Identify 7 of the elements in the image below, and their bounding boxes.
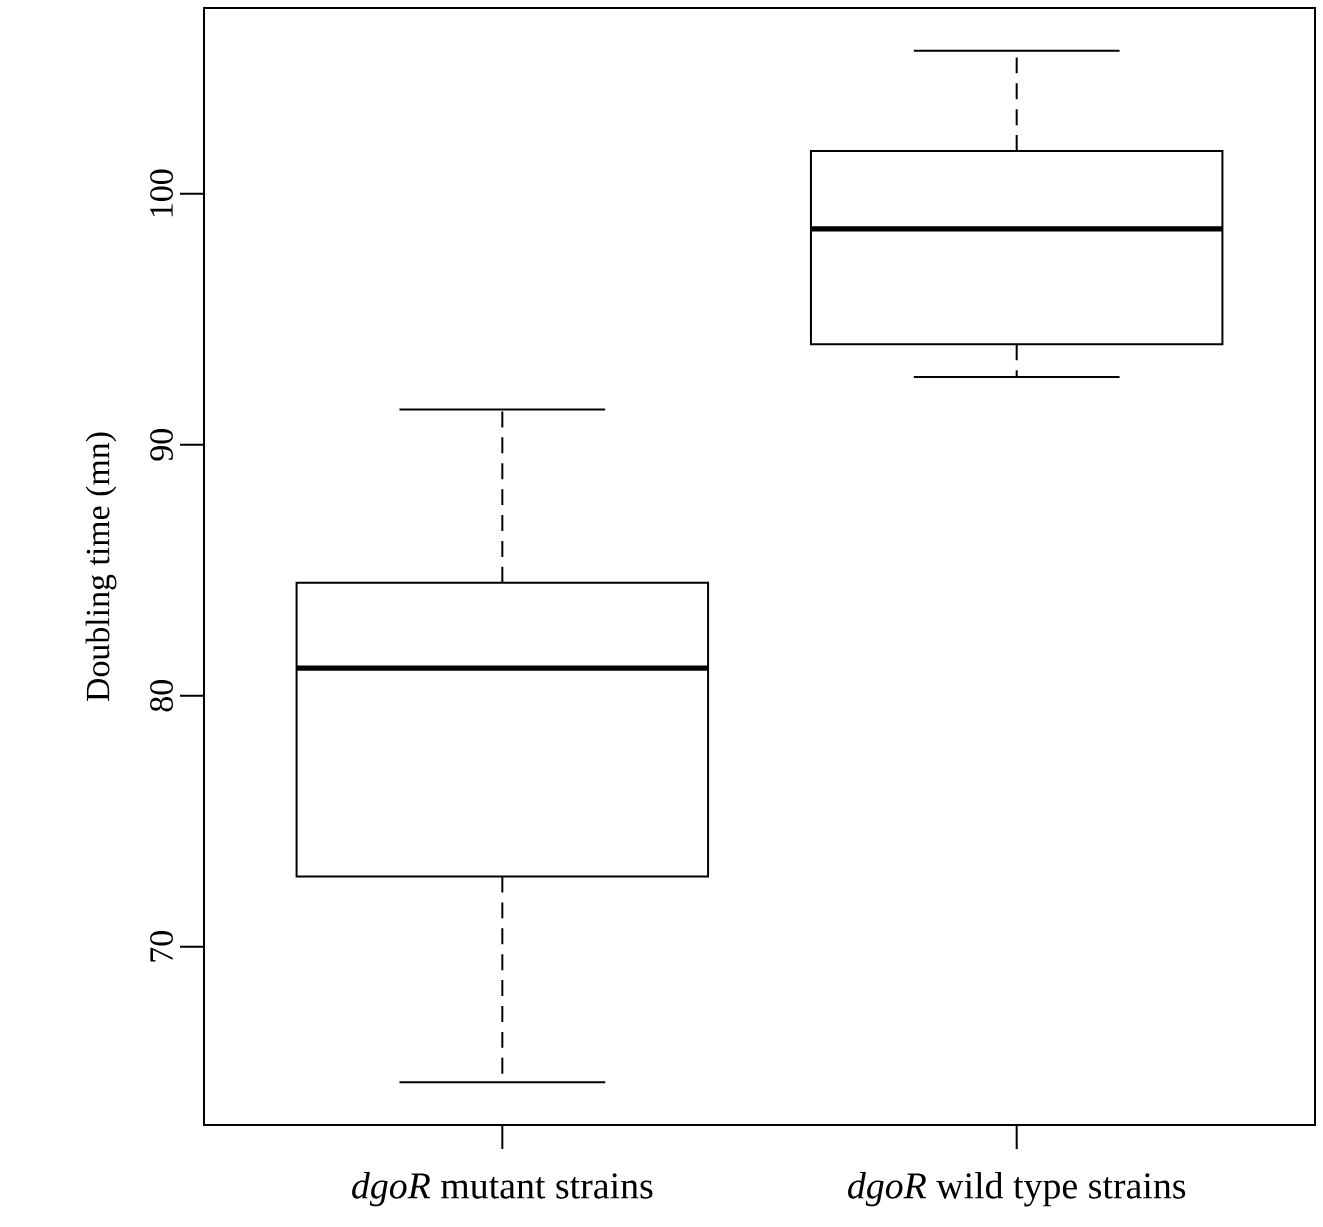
x-tick-label: dgoR mutant strains — [352, 1172, 653, 1207]
x-tick-label: dgoR wild type strains — [848, 1172, 1186, 1207]
y-tick-label: 70 — [150, 931, 173, 962]
y-axis-title: Doubling time (mn) — [85, 432, 117, 701]
y-tick-label: 80 — [150, 680, 173, 712]
y-tick-label: 90 — [150, 429, 173, 461]
y-tick-label: 100 — [150, 169, 173, 217]
